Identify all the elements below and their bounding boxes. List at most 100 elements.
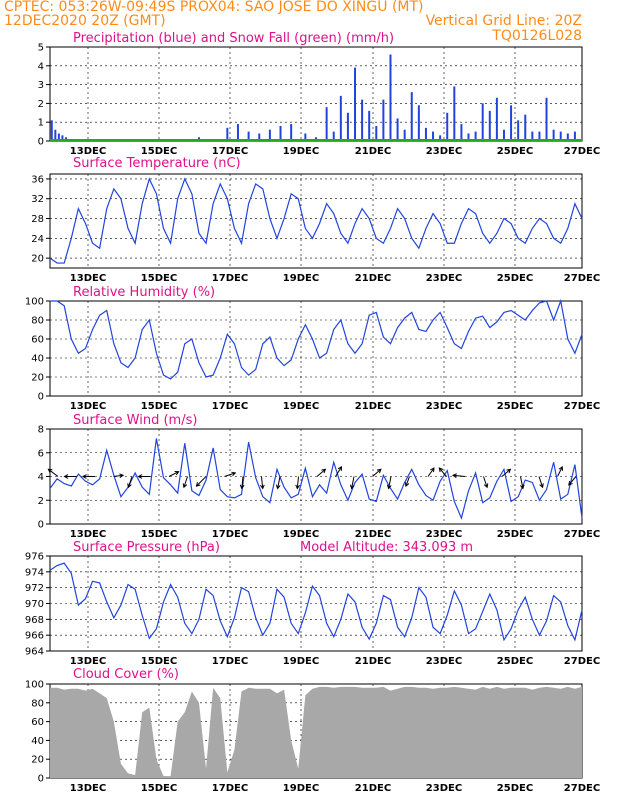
precip-date-label-5: 23DEC	[426, 146, 462, 157]
precip-ytick-label-5: 5	[38, 43, 44, 54]
wind-arrow-shaft	[241, 476, 244, 489]
cloud-date-label-5: 23DEC	[426, 783, 462, 794]
pressure-line	[49, 562, 583, 642]
cloud-date-label-1: 15DEC	[141, 783, 177, 794]
wind-arrow-head	[539, 483, 544, 489]
wind-date-label-0: 13DEC	[70, 529, 106, 540]
cloud-title: Cloud Cover (%)	[73, 667, 179, 682]
wind-arrow-head	[386, 484, 392, 490]
cloud-date-label-4: 21DEC	[355, 783, 391, 794]
rh-line	[50, 298, 583, 380]
wind-date-label-6: 25DEC	[497, 529, 533, 540]
precip-ytick-label-4: 4	[38, 61, 44, 72]
precip-bar	[538, 131, 541, 141]
cloud-date-label-2: 17DEC	[212, 783, 248, 794]
precip-bar	[417, 105, 420, 141]
rh-title: Relative Humidity (%)	[73, 285, 215, 300]
precip-bar	[545, 97, 548, 141]
pressure-date-label-7: 27DEC	[564, 656, 600, 667]
precip-bar	[50, 120, 53, 141]
wind-arrow-shaft	[335, 466, 342, 477]
header-station: CPTEC: 053:26W-09:49S PROX04: SAO JOSE D…	[4, 0, 424, 15]
pressure-date-label-4: 21DEC	[355, 656, 391, 667]
wind-date-label-5: 23DEC	[426, 529, 462, 540]
precip-bar	[432, 131, 435, 141]
wind-arrow-head	[568, 480, 573, 486]
precip-bar	[258, 133, 261, 141]
precip-bar	[474, 131, 477, 141]
cloud-ytick-label-3: 60	[31, 717, 44, 728]
wind-arrow-head	[451, 473, 457, 478]
wind-arrow-head	[260, 484, 265, 490]
precip-bar	[382, 99, 385, 141]
precip-bar	[495, 97, 498, 141]
wind-arrow-head	[295, 484, 300, 490]
temp-ytick-label-0: 20	[31, 254, 44, 265]
rh-ytick-label-5: 100	[25, 297, 44, 308]
precip-bar	[446, 112, 449, 141]
wind-arrow-shaft	[224, 472, 236, 477]
precip-bar	[304, 133, 307, 141]
wind-arrow-shaft	[501, 468, 511, 477]
wind-arrow-shaft	[316, 468, 326, 477]
rh-date-label-5: 23DEC	[426, 401, 462, 412]
wind-arrow-shaft	[127, 476, 133, 488]
precip-bar	[268, 129, 271, 141]
wind-arrow-head	[483, 483, 489, 489]
precip-bar	[481, 103, 484, 141]
pressure-date-label-2: 17DEC	[212, 656, 248, 667]
temp-date-label-0: 13DEC	[70, 273, 106, 284]
precip-bar	[396, 118, 399, 141]
precip-bar	[247, 131, 250, 141]
wind-ytick-label-3: 6	[38, 448, 44, 459]
wind-line	[49, 438, 583, 520]
wind-arrow-shaft	[48, 468, 59, 477]
precip-bar	[531, 131, 534, 141]
wind-arrow-head	[430, 467, 435, 473]
header-model-id: TQ0126L028	[491, 28, 582, 44]
pressure-ytick-label-6: 976	[25, 552, 44, 563]
precip-ytick-label-2: 2	[38, 99, 44, 110]
wind-arrow-shaft	[372, 468, 382, 477]
wind-arrow-shaft	[557, 466, 563, 477]
wind-arrow-shaft	[388, 476, 392, 489]
cloud-date-label-0: 13DEC	[70, 783, 106, 794]
wind-date-label-7: 27DEC	[564, 529, 600, 540]
precip-bar	[552, 129, 555, 141]
temp-ytick-label-2: 28	[31, 214, 44, 225]
wind-ytick-label-1: 2	[38, 496, 44, 507]
rh-date-label-3: 19DEC	[283, 401, 319, 412]
wind-arrow-shaft	[168, 471, 179, 477]
pressure-date-label-3: 19DEC	[283, 656, 319, 667]
precip-bar	[226, 127, 229, 141]
temp-line	[49, 177, 583, 264]
rh-date-label-6: 25DEC	[497, 401, 533, 412]
wind-arrow-head	[337, 466, 343, 471]
precip-date-label-4: 21DEC	[355, 146, 391, 157]
rh-ytick-label-1: 20	[31, 373, 44, 384]
precip-bar	[517, 120, 520, 141]
wind-arrow-shaft	[183, 476, 188, 488]
wind-date-label-2: 17DEC	[212, 529, 248, 540]
header-init-time: 12DEC2020 20Z (GMT)	[4, 13, 166, 29]
pressure-date-label-1: 15DEC	[141, 656, 177, 667]
precip-bar	[389, 54, 392, 141]
precip-bar	[61, 135, 64, 141]
precip-panel: 0 1 2 3 4 5 13DEC 15DEC 17DEC 19DEC 21DEC 23DEC 25DE…	[38, 31, 601, 157]
rh-ytick-label-4: 80	[31, 316, 44, 327]
wind-arrow-shaft	[296, 476, 299, 489]
wind-arrow-head	[376, 468, 382, 474]
precip-ytick-label-1: 1	[38, 118, 44, 129]
precip-bar	[488, 110, 491, 141]
pressure-date-label-0: 13DEC	[70, 656, 106, 667]
cloud-date-label-6: 25DEC	[497, 783, 533, 794]
pressure-date-label-5: 23DEC	[426, 656, 462, 667]
precip-bar	[361, 99, 364, 141]
temp-ytick-label-3: 32	[31, 194, 44, 205]
cloud-ytick-label-1: 20	[31, 755, 44, 766]
wind-arrow-head	[63, 474, 69, 479]
wind-arrow-shaft	[520, 476, 524, 489]
cloud-ytick-label-2: 40	[31, 736, 44, 747]
pressure-ytick-label-1: 966	[25, 631, 44, 642]
